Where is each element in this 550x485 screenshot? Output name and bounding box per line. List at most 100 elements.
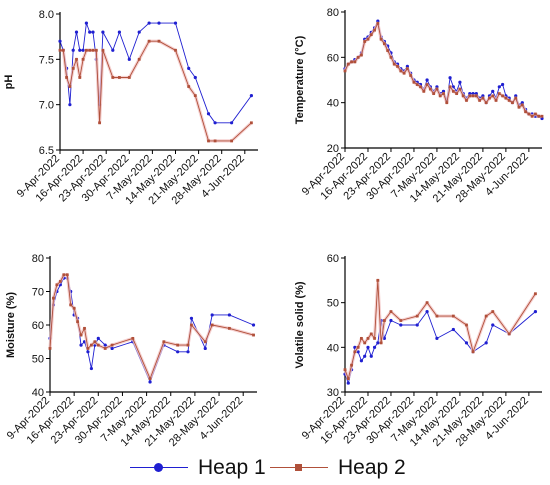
data-point-heap1 xyxy=(484,341,488,345)
data-point-heap1 xyxy=(363,354,367,358)
data-point-heap2 xyxy=(494,99,498,102)
data-point-heap1 xyxy=(230,121,234,125)
series-line-heap2 xyxy=(60,40,252,142)
data-point-heap1 xyxy=(111,48,115,52)
y-tick-label: 70 xyxy=(32,287,44,299)
data-point-heap2 xyxy=(190,323,193,327)
y-axis-title: pH xyxy=(3,75,15,90)
data-point-heap2 xyxy=(69,303,73,307)
data-point-heap2 xyxy=(96,343,100,347)
data-point-heap1 xyxy=(74,30,79,34)
data-point-heap2 xyxy=(78,76,82,79)
chart-moisture: 40506070809-Apr-202216-Apr-202223-Apr-20… xyxy=(5,253,257,449)
data-point-heap2 xyxy=(93,340,97,344)
data-point-heap2 xyxy=(94,48,98,52)
data-point-heap2 xyxy=(157,39,161,43)
y-axis-title: Moisture (%) xyxy=(5,292,17,358)
data-point-heap1 xyxy=(88,30,92,34)
data-point-heap1 xyxy=(415,323,419,327)
data-point-heap1 xyxy=(89,366,93,371)
data-point-heap2 xyxy=(379,37,383,41)
data-point-heap2 xyxy=(478,99,482,102)
data-point-heap2 xyxy=(250,121,253,125)
data-point-heap2 xyxy=(98,121,101,125)
data-point-heap1 xyxy=(249,94,253,98)
data-point-heap1 xyxy=(206,112,211,116)
data-point-heap2 xyxy=(537,114,541,118)
data-point-heap2 xyxy=(540,114,544,118)
data-point-heap2 xyxy=(85,48,88,52)
data-point-heap1 xyxy=(451,327,455,332)
data-point-heap2 xyxy=(369,33,373,37)
data-point-heap1 xyxy=(213,121,217,125)
data-point-heap2 xyxy=(392,62,396,66)
data-point-heap2 xyxy=(530,114,534,118)
series-heap1 xyxy=(343,310,538,385)
data-point-heap2 xyxy=(514,96,518,100)
data-point-heap2 xyxy=(534,112,537,116)
data-point-heap2 xyxy=(527,112,531,116)
data-point-heap2 xyxy=(366,337,370,340)
data-point-heap1 xyxy=(81,48,85,52)
y-tick-label: 40 xyxy=(32,387,44,399)
data-point-heap1 xyxy=(91,30,95,34)
data-point-heap2 xyxy=(48,347,52,350)
y-tick-label: 60 xyxy=(327,52,339,64)
y-tick-label: 80 xyxy=(32,253,44,265)
data-point-heap2 xyxy=(350,60,353,64)
data-point-heap2 xyxy=(445,101,449,105)
data-point-heap2 xyxy=(376,278,380,282)
data-point-heap1 xyxy=(68,103,72,107)
data-point-heap1 xyxy=(359,359,364,363)
data-point-heap1 xyxy=(464,341,469,345)
data-point-heap1 xyxy=(101,30,105,34)
data-point-heap2 xyxy=(346,377,350,380)
data-point-heap2 xyxy=(353,350,357,354)
data-point-heap2 xyxy=(203,340,207,344)
data-point-heap1 xyxy=(187,66,191,70)
data-point-heap2 xyxy=(71,67,75,70)
y-tick-label: 60 xyxy=(32,320,44,332)
data-point-heap1 xyxy=(376,341,380,345)
y-tick-label: 8.0 xyxy=(39,9,54,21)
data-point-heap2 xyxy=(511,101,514,105)
data-point-heap1 xyxy=(58,39,62,43)
data-point-heap1 xyxy=(458,80,462,84)
data-point-heap2 xyxy=(451,89,455,93)
data-point-heap2 xyxy=(76,320,79,324)
data-point-heap2 xyxy=(52,296,55,300)
data-point-heap2 xyxy=(353,60,357,64)
data-point-heap2 xyxy=(187,85,191,88)
data-point-heap1 xyxy=(189,316,194,320)
data-point-heap2 xyxy=(356,55,360,59)
data-point-heap1 xyxy=(405,64,409,68)
data-point-heap2 xyxy=(127,76,131,79)
data-point-heap1 xyxy=(79,343,83,347)
data-point-heap2 xyxy=(405,67,409,71)
data-point-heap2 xyxy=(61,48,65,52)
data-point-heap2 xyxy=(86,347,90,350)
data-point-heap1 xyxy=(501,82,505,87)
data-point-heap1 xyxy=(382,336,386,340)
data-point-heap2 xyxy=(369,332,373,336)
data-point-heap2 xyxy=(399,69,403,73)
data-point-heap2 xyxy=(517,105,521,109)
legend-label-heap1: Heap 1 xyxy=(198,456,266,479)
y-tick-label: 20 xyxy=(327,143,339,155)
y-tick-label: 50 xyxy=(327,298,339,310)
data-point-heap2 xyxy=(383,319,386,322)
chart-temperature: 204060809-Apr-202216-Apr-202223-Apr-2022… xyxy=(294,7,544,205)
data-point-heap1 xyxy=(137,30,141,34)
data-point-heap2 xyxy=(396,65,399,68)
data-point-heap2 xyxy=(481,96,485,100)
data-point-heap2 xyxy=(415,83,419,86)
series-heap2-halo xyxy=(343,278,537,381)
series-heap2 xyxy=(58,39,253,143)
data-point-heap2 xyxy=(465,99,468,102)
data-point-heap2 xyxy=(62,273,66,277)
data-point-heap2 xyxy=(497,92,501,95)
data-point-heap2 xyxy=(210,323,214,327)
data-point-heap2 xyxy=(58,280,62,283)
data-point-heap1 xyxy=(514,94,518,98)
data-point-heap2 xyxy=(148,377,152,380)
